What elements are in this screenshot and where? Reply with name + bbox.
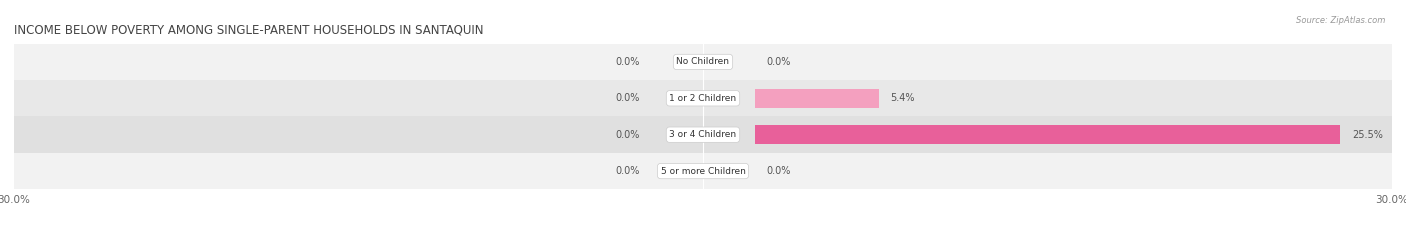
Text: No Children: No Children xyxy=(676,58,730,66)
Text: 0.0%: 0.0% xyxy=(616,93,640,103)
Text: 5.4%: 5.4% xyxy=(890,93,915,103)
Text: INCOME BELOW POVERTY AMONG SINGLE-PARENT HOUSEHOLDS IN SANTAQUIN: INCOME BELOW POVERTY AMONG SINGLE-PARENT… xyxy=(14,24,484,37)
Text: Source: ZipAtlas.com: Source: ZipAtlas.com xyxy=(1295,16,1385,25)
Text: 0.0%: 0.0% xyxy=(616,57,640,67)
Text: 3 or 4 Children: 3 or 4 Children xyxy=(669,130,737,139)
Bar xyxy=(755,125,1340,144)
Text: 1 or 2 Children: 1 or 2 Children xyxy=(669,94,737,103)
Bar xyxy=(14,44,1392,80)
Text: 0.0%: 0.0% xyxy=(766,57,790,67)
Text: 5 or more Children: 5 or more Children xyxy=(661,167,745,175)
Text: 25.5%: 25.5% xyxy=(1351,130,1382,140)
Text: 0.0%: 0.0% xyxy=(766,166,790,176)
Bar xyxy=(14,80,1392,116)
Bar xyxy=(14,153,1392,189)
Text: 0.0%: 0.0% xyxy=(616,130,640,140)
Text: 0.0%: 0.0% xyxy=(616,166,640,176)
Bar xyxy=(14,116,1392,153)
Bar xyxy=(755,89,879,108)
